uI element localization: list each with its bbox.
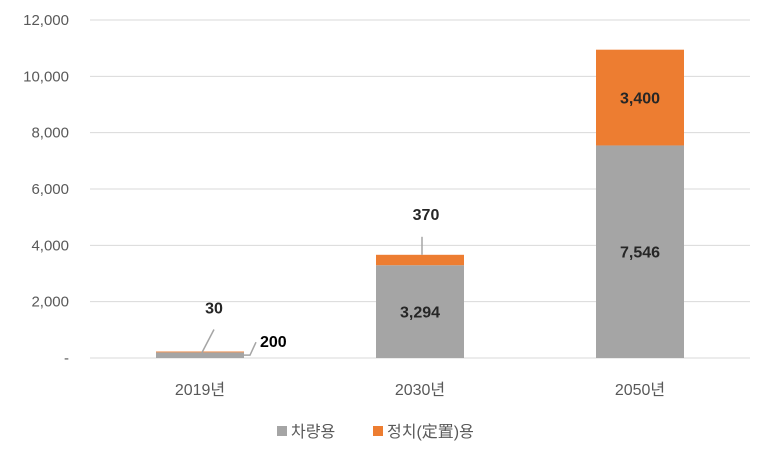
y-tick-label: 8,000: [31, 125, 69, 142]
y-tick-label: 10,000: [23, 68, 69, 85]
bar-vehicle: [596, 145, 684, 358]
x-tick-label: 2030년: [395, 381, 445, 399]
y-tick-label: 4,000: [31, 237, 69, 254]
bar-stationary: [376, 254, 464, 266]
x-tick-label: 2019년: [175, 381, 225, 399]
data-label: 200: [260, 334, 287, 351]
y-tick-label: 2,000: [31, 294, 69, 311]
legend-swatch: [277, 426, 287, 436]
x-axis: 2019년 2030년 2050년: [175, 381, 665, 399]
data-label: 30: [205, 301, 223, 318]
legend-label: 차량용: [291, 423, 335, 441]
gridlines: [90, 19, 750, 359]
bar-stationary: [156, 351, 244, 353]
leader-line: [201, 329, 215, 353]
data-label: 7,546: [620, 245, 660, 262]
data-label: 3,294: [400, 305, 440, 322]
y-tick-label: 12,000: [23, 12, 69, 29]
y-tick-label: -: [64, 350, 69, 367]
bars: [156, 49, 684, 358]
bar-stationary: [596, 49, 684, 146]
legend: 차량용 정치(定置)용: [277, 423, 474, 441]
data-label: 370: [413, 207, 440, 224]
data-labels: 200 30 3,294 370 7,546 3,400: [201, 91, 660, 356]
bar-vehicle: [156, 352, 244, 358]
y-tick-label: 6,000: [31, 181, 69, 198]
legend-swatch: [373, 426, 383, 436]
legend-label: 정치(定置)용: [387, 423, 474, 441]
x-tick-label: 2050년: [615, 381, 665, 399]
data-label: 3,400: [620, 91, 660, 108]
bar-vehicle: [376, 265, 464, 358]
y-axis: - 2,000 4,000 6,000 8,000 10,000 12,000: [23, 12, 69, 367]
leader-line: [230, 341, 257, 356]
